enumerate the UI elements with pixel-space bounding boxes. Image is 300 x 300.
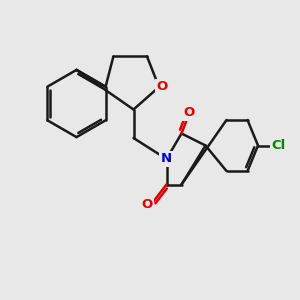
- Text: O: O: [141, 197, 153, 211]
- Text: N: N: [161, 152, 172, 166]
- Text: O: O: [183, 106, 195, 119]
- Text: O: O: [156, 80, 168, 94]
- Text: Cl: Cl: [272, 139, 286, 152]
